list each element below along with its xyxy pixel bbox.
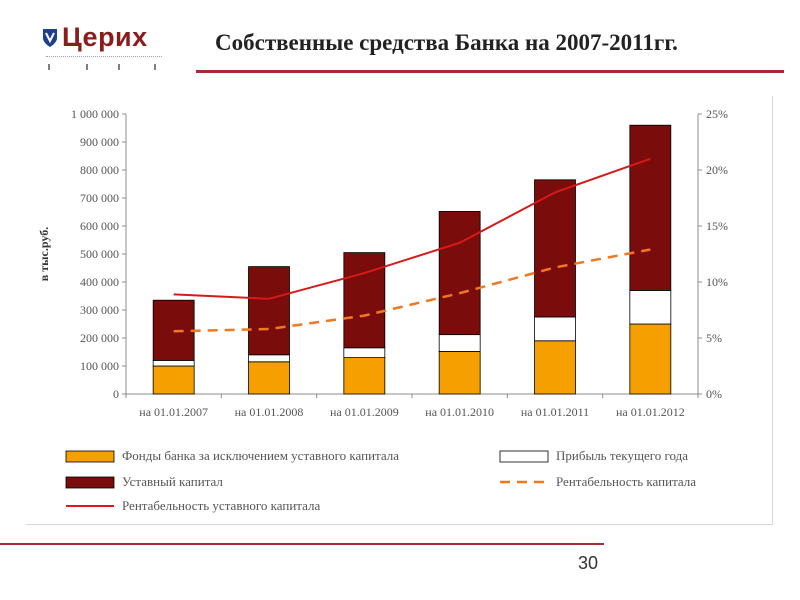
y-tick-label: 400 000 — [80, 275, 119, 289]
bar-profit — [534, 316, 576, 342]
y-tick-label: 900 000 — [80, 135, 119, 149]
y-tick-label: 0 — [113, 387, 119, 401]
x-tick-label: на 01.01.2010 — [425, 405, 494, 419]
y-tick-label: 700 000 — [80, 191, 119, 205]
y2-tick-label: 0% — [706, 387, 722, 401]
footer-divider — [0, 543, 604, 545]
y2-tick-label: 25% — [706, 107, 728, 121]
legend-authorized-capital-return-label: Рентабельность уставного капитала — [122, 498, 321, 513]
legend-funds-label: Фонды банка за исключением уставного кап… — [122, 448, 399, 463]
company-logo: Церих — [42, 22, 162, 72]
y-tick-label: 300 000 — [80, 303, 119, 317]
legend-profit-label: Прибыль текущего года — [556, 448, 688, 463]
legend-funds-swatch — [65, 450, 115, 463]
bar-profit — [343, 347, 386, 359]
bar-profit — [629, 289, 672, 325]
equity-chart: 0 100 000 200 000 300 000 400 000 500 000 600 … — [37, 107, 728, 513]
line-authorized-capital-return — [173, 157, 651, 300]
page-number: 30 — [578, 553, 599, 573]
legend-authorized-capital-swatch — [65, 476, 115, 489]
y-tick-label: 200 000 — [80, 331, 119, 345]
y2-tick-label: 10% — [706, 275, 728, 289]
bar-funds — [438, 351, 481, 395]
x-tick-label: на 01.01.2007 — [139, 405, 208, 419]
bar-funds — [343, 357, 386, 395]
logo-dots — [48, 64, 158, 70]
y-axis-label: в тыс.руб. — [37, 227, 51, 281]
y2-tick-label: 20% — [706, 163, 728, 177]
y-tick-label: 600 000 — [80, 219, 119, 233]
bar-funds — [629, 323, 672, 395]
line-capital-return — [173, 248, 651, 333]
logo-text: Церих — [62, 22, 148, 52]
shield-icon — [43, 29, 57, 47]
title-divider — [196, 70, 784, 73]
y2-tick-label: 15% — [706, 219, 728, 233]
bar-profit — [152, 359, 195, 367]
bar-profit — [438, 334, 481, 352]
x-tick-label: на 01.01.2009 — [330, 405, 399, 419]
chart-frame: 0 100 000 200 000 300 000 400 000 500 000 600 … — [26, 96, 773, 525]
bar-authorized-capital — [248, 266, 290, 356]
y-tick-label: 100 000 — [80, 359, 119, 373]
bar-authorized-capital — [534, 179, 576, 318]
y-tick-label: 500 000 — [80, 247, 119, 261]
bar-funds — [152, 365, 195, 395]
y2-tick-label: 5% — [706, 331, 722, 345]
legend-profit-swatch — [499, 450, 549, 463]
bar-authorized-capital — [629, 124, 672, 291]
y-tick-label: 1 000 000 — [71, 107, 119, 121]
bar-funds — [534, 340, 576, 395]
y-tick-label: 800 000 — [80, 163, 119, 177]
legend-capital-return-label: Рентабельность капитала — [556, 474, 696, 489]
page-title: Собственные средства Банка на 2007-2011г… — [215, 30, 678, 55]
bar-funds — [248, 361, 290, 395]
legend-authorized-capital-label: Уставный капитал — [122, 474, 223, 489]
x-tick-label: на 01.01.2008 — [235, 405, 304, 419]
x-tick-label: на 01.01.2012 — [616, 405, 685, 419]
logo-tagline — [46, 56, 162, 60]
bar-authorized-capital — [438, 211, 481, 336]
bar-authorized-capital — [343, 252, 386, 349]
bar-profit — [248, 354, 290, 363]
x-tick-label: на 01.01.2011 — [521, 405, 589, 419]
